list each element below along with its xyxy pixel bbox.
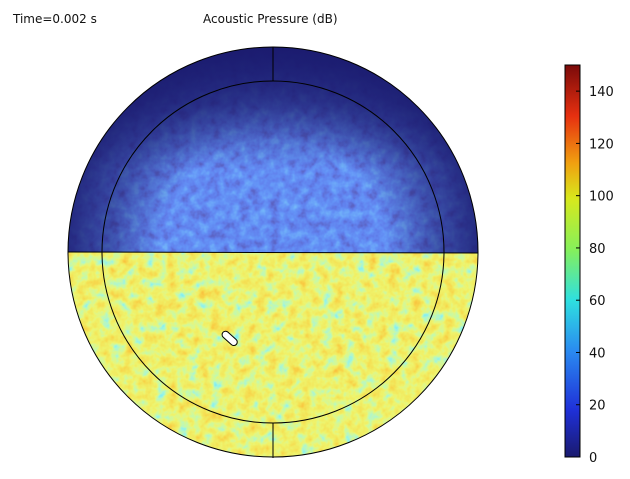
time-label: Time=0.002 s: [13, 12, 97, 26]
field-plot: [68, 47, 478, 457]
colorbar-tick-label: 0: [589, 451, 597, 466]
horizontal-divider: [67, 251, 479, 254]
lower-region: [68, 252, 478, 457]
colorbar-tick-label: 60: [589, 294, 606, 309]
colorbar-tick-label: 40: [589, 346, 606, 361]
colorbar-tick-label: 100: [589, 190, 614, 205]
colorbar: [564, 64, 581, 458]
colorbar-tick-label: 80: [589, 242, 606, 257]
chart-title: Acoustic Pressure (dB): [203, 12, 338, 26]
source-object: [221, 330, 238, 347]
colorbar-ticks: 0 20 40 60 80 100 120 140: [576, 85, 614, 466]
colorbar-tick-label: 20: [589, 399, 606, 414]
upper-region: [68, 47, 478, 253]
colorbar-tick-label: 140: [589, 85, 614, 100]
colorbar-tick-label: 120: [589, 137, 614, 152]
